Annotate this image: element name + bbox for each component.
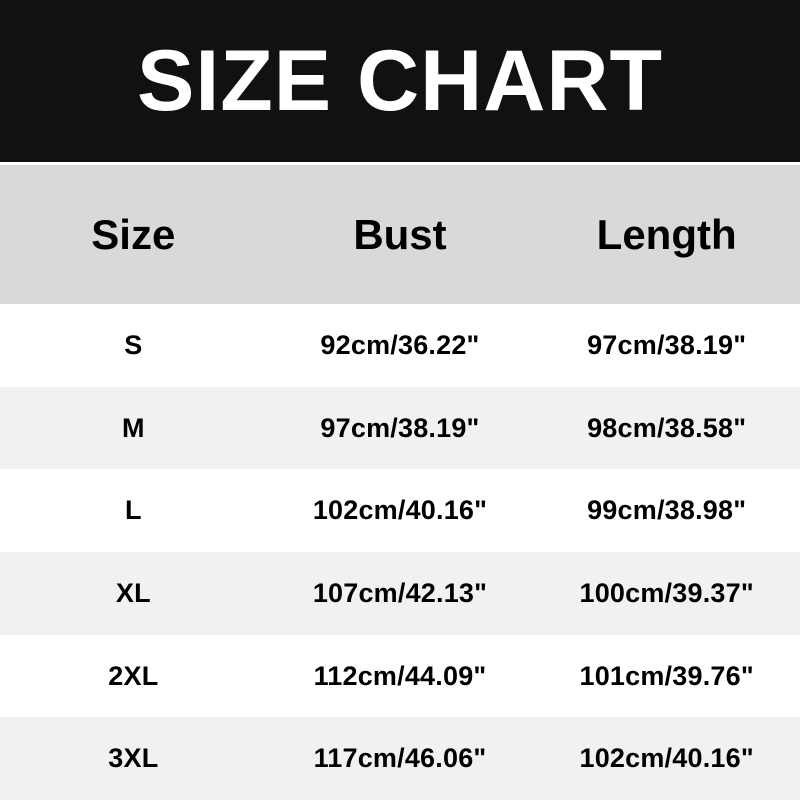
cell-length: 99cm/38.98" — [587, 495, 747, 526]
table-row-l: L 102cm/40.16" 99cm/38.98" — [0, 469, 800, 553]
title-banner: SIZE CHART — [0, 0, 800, 162]
table-header-row: Size Bust Length — [0, 165, 800, 304]
page-title: SIZE CHART — [137, 33, 663, 129]
cell-bust: 102cm/40.16" — [312, 495, 488, 526]
column-header-length: Length — [596, 210, 737, 258]
cell-size: XL — [115, 577, 151, 608]
cell-bust: 97cm/38.19" — [320, 412, 480, 443]
cell-size: 2XL — [108, 660, 159, 691]
cell-size: M — [121, 412, 145, 443]
table-body: S 92cm/36.22" 97cm/38.19" M 97cm/38.19" … — [0, 304, 800, 800]
table-row-m: M 97cm/38.19" 98cm/38.58" — [0, 386, 800, 470]
size-chart-table: Size Bust Length S 92cm/36.22" 97cm/38.1… — [0, 165, 800, 800]
cell-length: 97cm/38.19" — [587, 329, 747, 360]
cell-bust: 117cm/46.06" — [313, 743, 487, 774]
cell-length: 102cm/40.16" — [579, 743, 754, 774]
table-row-2xl: 2XL 112cm/44.09" 101cm/39.76" — [0, 634, 800, 718]
column-header-bust: Bust — [353, 210, 447, 258]
cell-size: L — [124, 495, 142, 526]
cell-bust: 112cm/44.09" — [313, 660, 487, 691]
cell-bust: 92cm/36.22" — [320, 329, 480, 360]
cell-length: 98cm/38.58" — [587, 412, 747, 443]
table-row-3xl: 3XL 117cm/46.06" 102cm/40.16" — [0, 717, 800, 800]
table-row-xl: XL 107cm/42.13" 100cm/39.37" — [0, 552, 800, 635]
cell-length: 100cm/39.37" — [579, 577, 754, 608]
cell-bust: 107cm/42.13" — [312, 577, 488, 608]
table-row-s: S 92cm/36.22" 97cm/38.19" — [0, 304, 800, 387]
cell-length: 101cm/39.76" — [579, 660, 754, 691]
cell-size: S — [124, 329, 143, 360]
banner-divider — [0, 162, 800, 165]
column-header-size: Size — [91, 210, 176, 258]
cell-size: 3XL — [108, 743, 159, 774]
